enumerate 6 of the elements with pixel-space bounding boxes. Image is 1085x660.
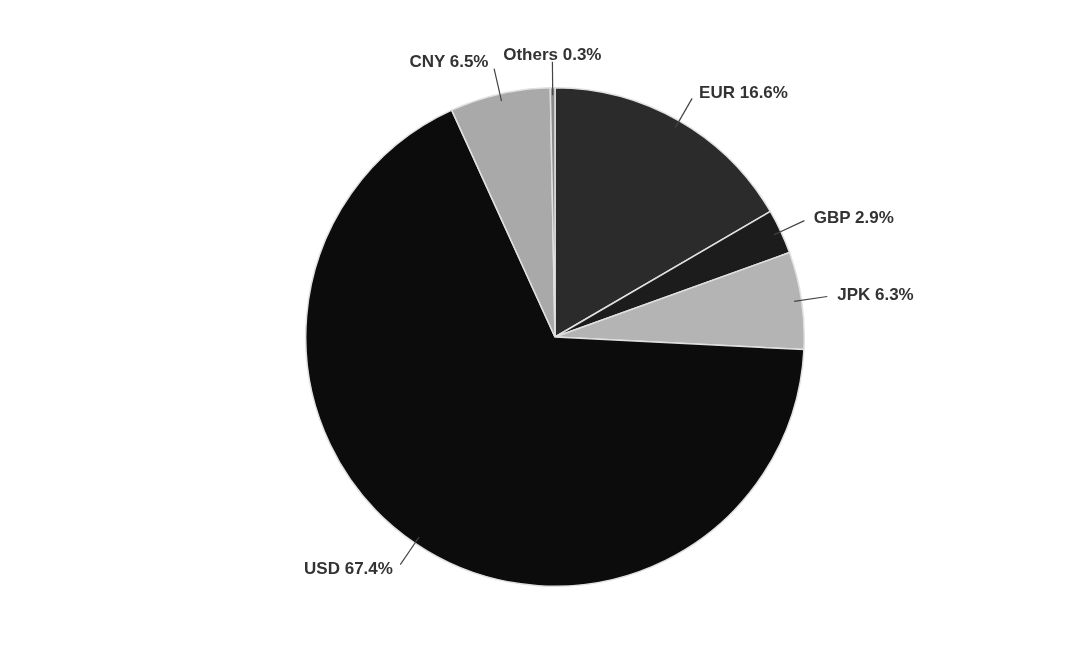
slice-label: EUR 16.6%	[699, 82, 788, 102]
slice-label: USD 67.4%	[304, 559, 393, 579]
slice-label: CNY 6.5%	[409, 52, 489, 72]
slice-label: GBP 2.9%	[813, 207, 894, 227]
slice-label: Others 0.3%	[503, 45, 602, 65]
slice-label: JPK 6.3%	[837, 285, 914, 305]
